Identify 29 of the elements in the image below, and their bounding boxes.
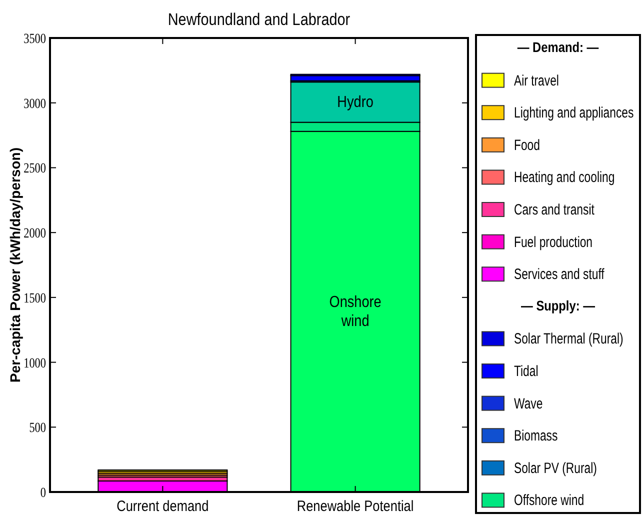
legend-label: Wave [514, 394, 543, 412]
legend-label: Fuel production [514, 233, 593, 250]
x-tick-label: Current demand [116, 496, 209, 514]
legend-label: Cars and transit [514, 200, 595, 218]
legend-label: Air travel [514, 72, 559, 89]
series-label: Hydro [337, 94, 374, 112]
series-label: Onshore wind [329, 294, 382, 331]
y-axis-title: Per-capita Power (kWh/day/person) [7, 148, 23, 382]
legend-label: Lighting and appliances [514, 104, 634, 121]
text: — Supply: — [521, 297, 596, 314]
y-tick-label: 0 [40, 484, 46, 500]
y-tick-label: 500 [29, 420, 46, 436]
y-tick-label: 1500 [24, 290, 46, 306]
y-tick-label: 3500 [24, 30, 46, 46]
legend-label: Biomass [514, 427, 558, 444]
text: — Demand: — [517, 39, 599, 56]
legend-label: Offshore wind [514, 492, 584, 509]
y-tick-label: 1000 [24, 355, 46, 371]
legend-label: Services and stuff [514, 266, 605, 282]
x-tick-label: Renewable Potential [296, 496, 414, 514]
legend-label: Solar Thermal (Rural) [514, 330, 624, 348]
legend-label: Heating and cooling [514, 168, 615, 186]
legend-label: Tidal [514, 362, 538, 380]
y-tick-label: 3000 [24, 96, 46, 112]
y-tick-label: 2000 [24, 225, 46, 241]
legend-label: Solar PV (Rural) [514, 459, 597, 476]
y-tick-label: 2500 [24, 160, 46, 176]
chart-title: Newfoundland and Labrador [168, 10, 350, 30]
legend-label: Food [514, 136, 540, 154]
